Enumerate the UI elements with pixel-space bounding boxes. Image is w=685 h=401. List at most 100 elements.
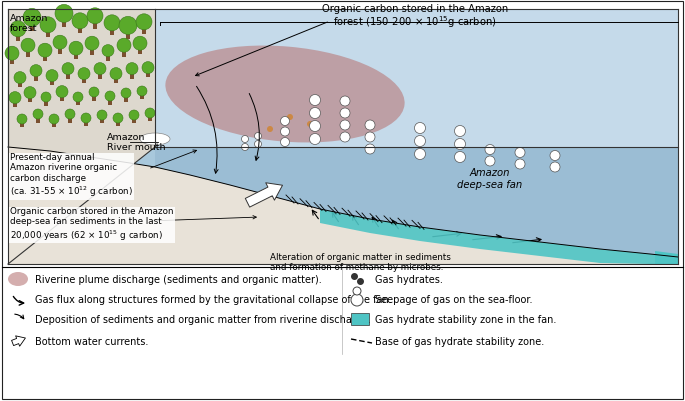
Circle shape: [255, 141, 262, 148]
Bar: [66, 72, 70, 80]
Circle shape: [310, 121, 321, 132]
Bar: [10, 57, 14, 65]
Circle shape: [78, 69, 90, 80]
Bar: [30, 22, 34, 32]
Bar: [92, 95, 96, 102]
Circle shape: [280, 128, 290, 137]
Circle shape: [515, 148, 525, 158]
Bar: [93, 20, 97, 30]
Bar: [116, 121, 120, 127]
Circle shape: [102, 45, 114, 57]
Circle shape: [455, 126, 466, 137]
Ellipse shape: [165, 47, 405, 143]
FancyArrowPatch shape: [12, 336, 25, 346]
Circle shape: [136, 15, 152, 31]
Bar: [18, 81, 22, 88]
Circle shape: [119, 17, 137, 35]
Circle shape: [23, 9, 41, 27]
Ellipse shape: [8, 272, 28, 286]
Circle shape: [242, 144, 249, 151]
Circle shape: [515, 160, 525, 170]
Circle shape: [73, 93, 83, 103]
Bar: [122, 49, 126, 58]
Circle shape: [65, 110, 75, 120]
Circle shape: [455, 139, 466, 150]
Bar: [26, 49, 30, 58]
Text: Gas flux along structures formed by the gravitational collapse of the fan.: Gas flux along structures formed by the …: [35, 294, 392, 304]
Circle shape: [287, 115, 293, 121]
Circle shape: [81, 114, 91, 124]
Circle shape: [14, 73, 26, 84]
Circle shape: [110, 69, 122, 80]
Bar: [62, 18, 66, 28]
Bar: [130, 72, 134, 80]
Polygon shape: [155, 148, 678, 257]
Circle shape: [24, 87, 36, 99]
Bar: [68, 117, 72, 124]
Circle shape: [33, 110, 43, 120]
Bar: [140, 94, 144, 100]
Circle shape: [87, 9, 103, 25]
Text: Bottom water currents.: Bottom water currents.: [35, 336, 149, 346]
Bar: [84, 121, 88, 127]
Bar: [132, 118, 136, 124]
Bar: [58, 46, 62, 55]
Text: Amazon
River mouth: Amazon River mouth: [107, 133, 166, 152]
Bar: [148, 116, 152, 122]
Bar: [20, 122, 24, 128]
Bar: [114, 77, 118, 84]
Bar: [146, 71, 150, 78]
Circle shape: [117, 39, 131, 53]
Text: Amazon
forest: Amazon forest: [10, 14, 49, 33]
Circle shape: [62, 63, 74, 75]
Bar: [34, 74, 38, 82]
Text: Gas hydrate stability zone in the fan.: Gas hydrate stability zone in the fan.: [375, 314, 556, 324]
Bar: [16, 33, 20, 42]
Bar: [110, 27, 114, 36]
Text: Deposition of sediments and organic matter from riverine discharge.: Deposition of sediments and organic matt…: [35, 314, 371, 324]
Circle shape: [94, 63, 106, 75]
Bar: [52, 122, 56, 128]
Circle shape: [142, 63, 154, 75]
Bar: [106, 54, 110, 62]
Circle shape: [69, 42, 83, 56]
Circle shape: [104, 16, 120, 32]
Circle shape: [280, 138, 290, 147]
Text: Seepage of gas on the sea-floor.: Seepage of gas on the sea-floor.: [375, 294, 532, 304]
Circle shape: [126, 63, 138, 75]
Circle shape: [56, 86, 68, 98]
Circle shape: [267, 127, 273, 133]
Polygon shape: [320, 209, 678, 264]
Circle shape: [310, 134, 321, 145]
Circle shape: [10, 22, 26, 38]
Bar: [43, 54, 47, 62]
Polygon shape: [655, 251, 678, 264]
Bar: [46, 29, 50, 38]
Bar: [76, 100, 80, 106]
Circle shape: [365, 121, 375, 131]
Circle shape: [550, 151, 560, 161]
Circle shape: [340, 121, 350, 131]
Bar: [78, 25, 82, 34]
Circle shape: [353, 287, 361, 295]
Circle shape: [41, 93, 51, 103]
Circle shape: [351, 294, 363, 306]
Circle shape: [40, 18, 56, 34]
Ellipse shape: [140, 134, 170, 146]
Circle shape: [129, 111, 139, 121]
Circle shape: [49, 115, 59, 125]
Bar: [108, 99, 112, 106]
Circle shape: [485, 157, 495, 166]
Circle shape: [30, 65, 42, 77]
Text: Riverine plume discharge (sediments and organic matter).: Riverine plume discharge (sediments and …: [35, 274, 322, 284]
Bar: [98, 72, 102, 80]
Bar: [90, 47, 94, 56]
Circle shape: [365, 133, 375, 143]
Circle shape: [53, 36, 67, 50]
Bar: [13, 101, 17, 108]
Circle shape: [121, 89, 131, 99]
Circle shape: [9, 92, 21, 104]
Circle shape: [21, 39, 35, 53]
Polygon shape: [8, 148, 155, 264]
Circle shape: [145, 109, 155, 119]
